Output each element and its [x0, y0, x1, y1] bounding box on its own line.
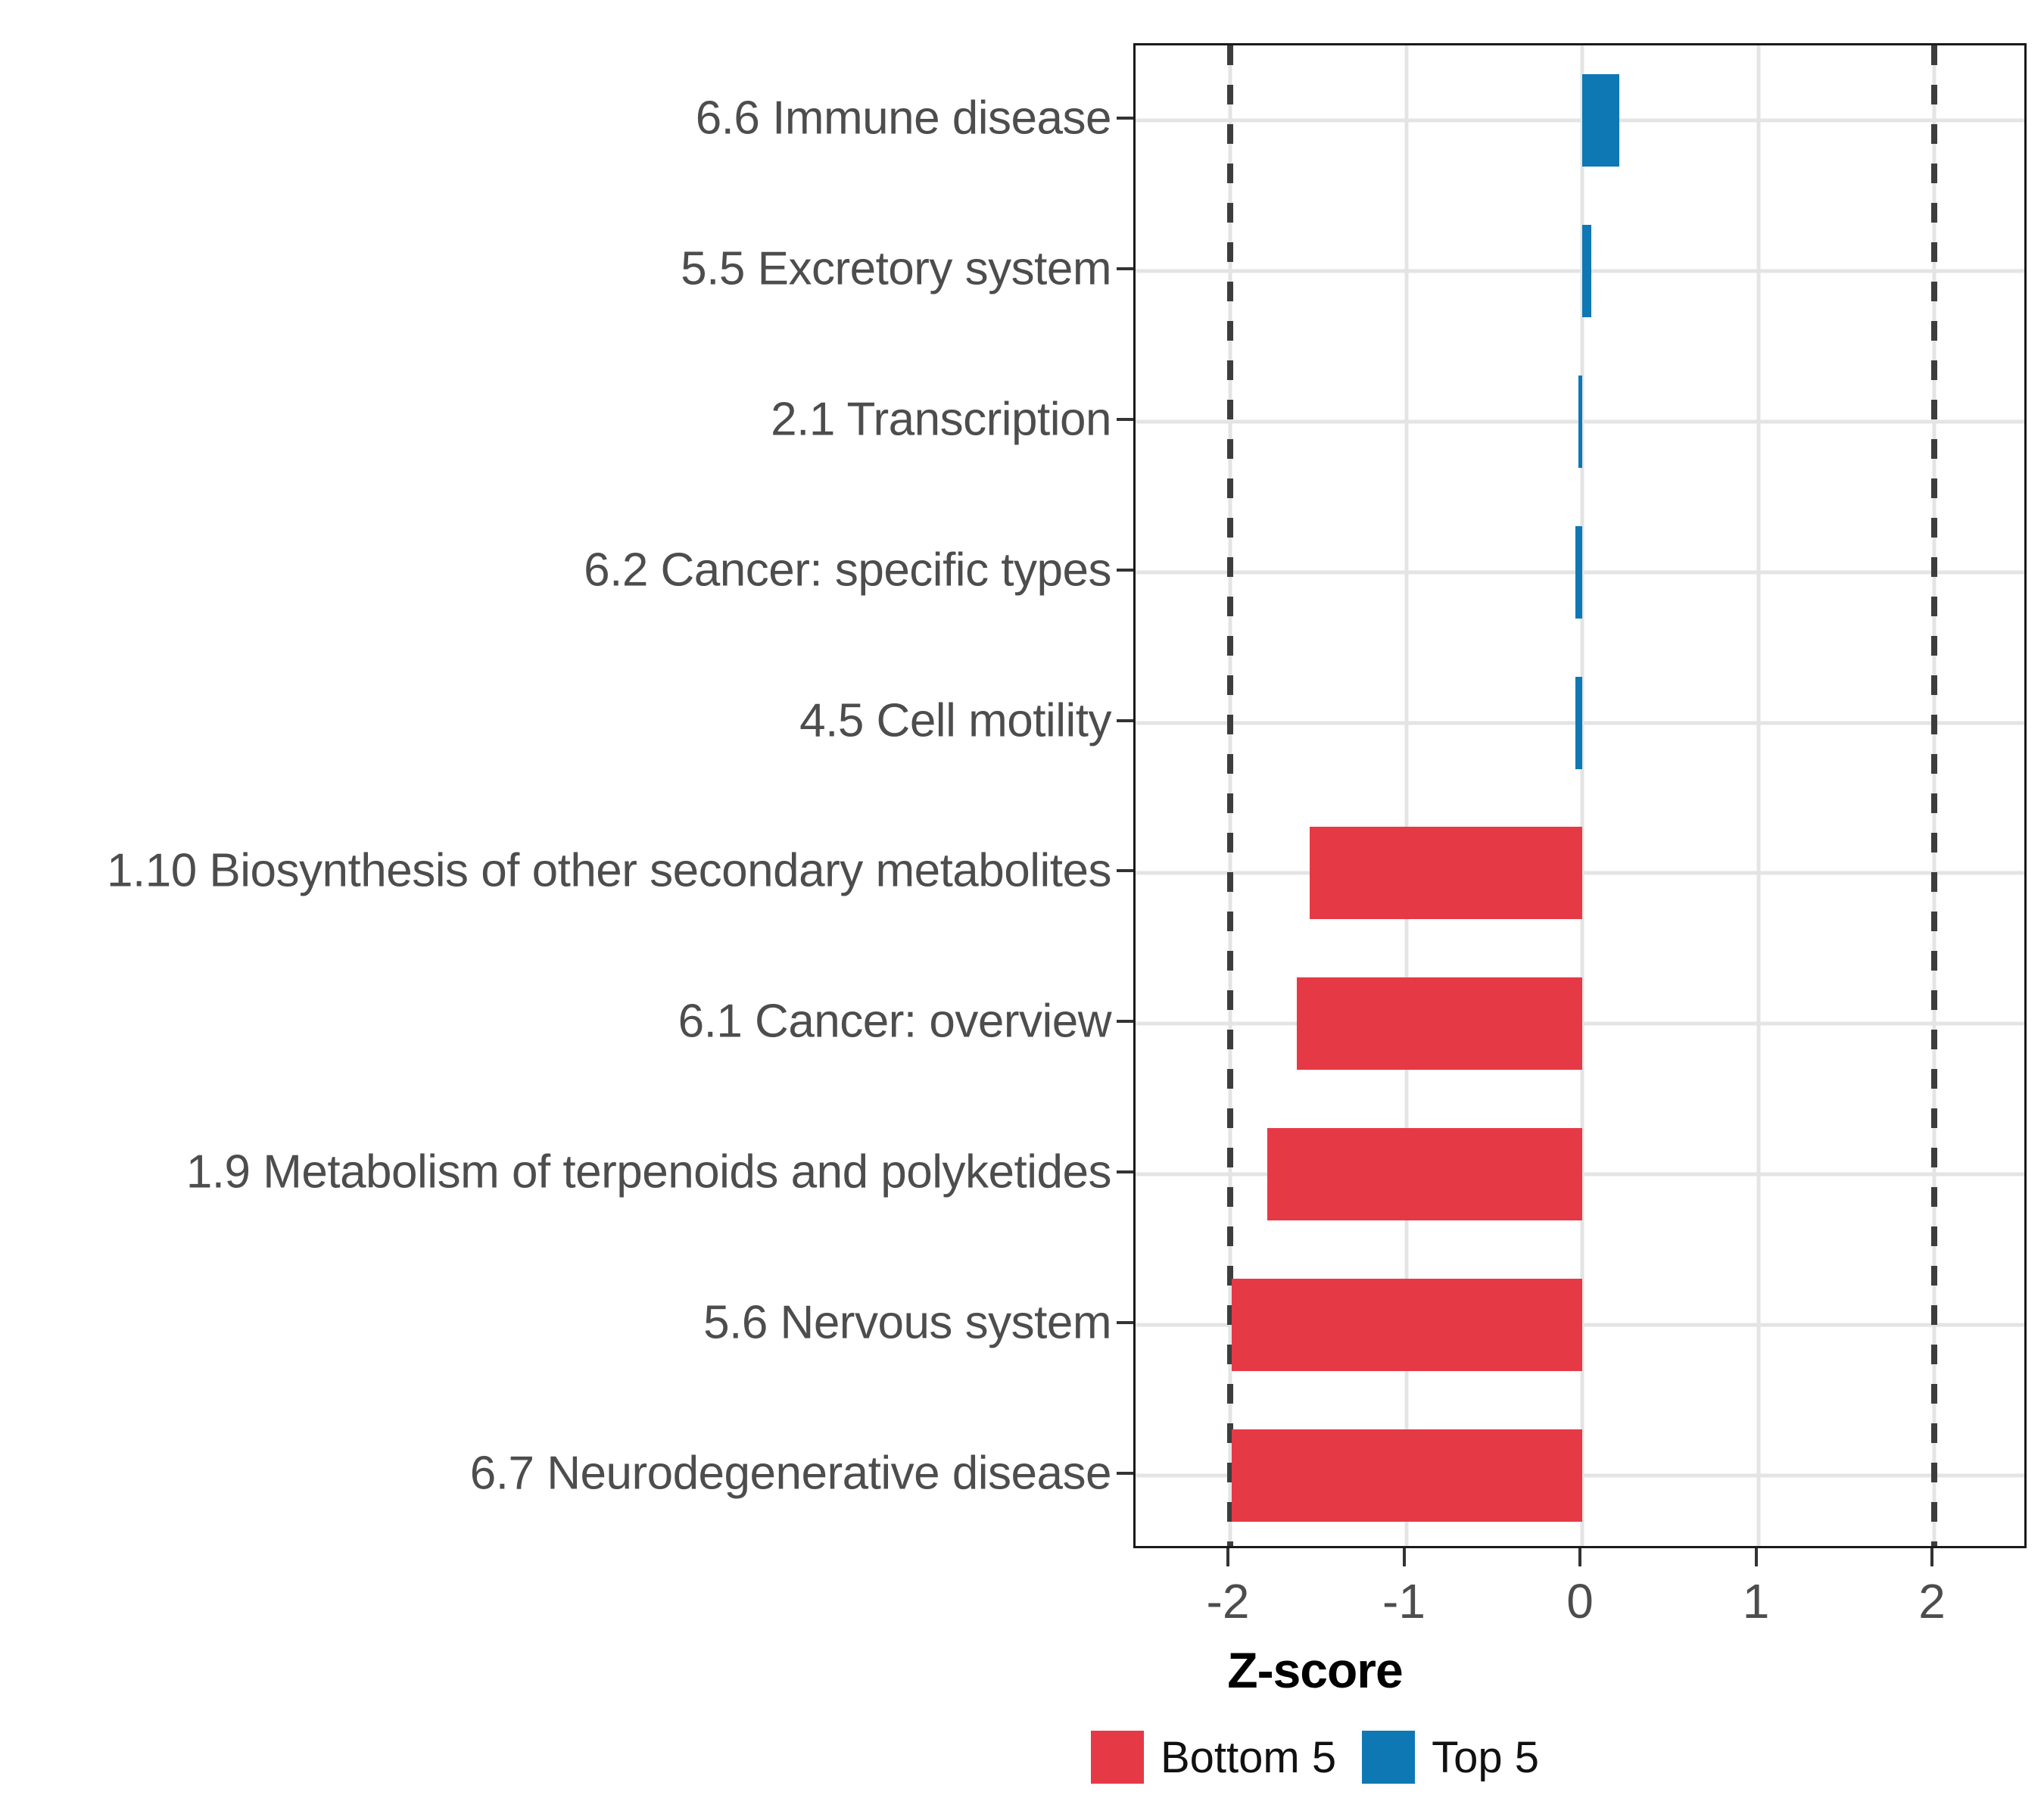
x-axis-tick-label: 0 [1566, 1574, 1594, 1628]
x-axis-title: Z-score [0, 1641, 2044, 1699]
y-axis-label: 1.9 Metabolism of terpenoids and polyket… [185, 1145, 1112, 1198]
y-axis-tick [1117, 418, 1133, 421]
x-axis-tick-label: 2 [1918, 1574, 1946, 1628]
y-axis-tick [1117, 1020, 1133, 1024]
y-axis-tick [1117, 568, 1133, 572]
x-axis-tick [1930, 1548, 1933, 1566]
gridline-horizontal [1136, 118, 2024, 123]
y-axis-tick [1117, 117, 1133, 120]
bar [1578, 376, 1582, 468]
y-axis-label: 2.1 Transcription [771, 393, 1111, 446]
gridline-vertical [1580, 45, 1584, 1546]
legend-swatch-icon [1362, 1731, 1416, 1784]
bar [1309, 827, 1582, 920]
x-axis-tick [1226, 1548, 1229, 1566]
bar [1575, 676, 1582, 769]
x-axis-tick-label: -1 [1382, 1574, 1426, 1628]
x-axis-tick [1402, 1548, 1406, 1566]
y-axis-label: 6.6 Immune disease [695, 92, 1112, 145]
gridline-vertical [1756, 45, 1760, 1546]
legend: Bottom 5 Top 5 [0, 1731, 2044, 1784]
y-axis-tick [1117, 267, 1133, 271]
y-axis-tick [1117, 1170, 1133, 1173]
legend-item[interactable]: Top 5 [1362, 1731, 1539, 1784]
gridline-horizontal [1136, 269, 2024, 273]
bar [1232, 1278, 1582, 1371]
bar [1267, 1128, 1582, 1220]
y-axis-label: 1.10 Biosynthesis of other secondary met… [107, 844, 1111, 897]
x-axis-tick-label: -2 [1206, 1574, 1250, 1628]
bar [1582, 225, 1591, 318]
y-axis-label: 5.5 Excretory system [681, 242, 1111, 295]
x-axis-tick-label: 1 [1742, 1574, 1770, 1628]
y-axis-tick [1117, 1320, 1133, 1324]
y-axis-tick [1117, 718, 1133, 722]
legend-swatch-icon [1090, 1731, 1144, 1784]
y-axis-tick [1117, 1471, 1133, 1475]
y-axis-label: 4.5 Cell motility [799, 694, 1111, 747]
bar [1575, 525, 1582, 619]
bar [1297, 977, 1582, 1071]
bar [1582, 74, 1619, 167]
x-axis-tick [1578, 1548, 1581, 1566]
x-axis-title-text: Z-score [1227, 1642, 1403, 1698]
y-axis-label: 6.7 Neurodegenerative disease [469, 1447, 1112, 1500]
y-axis-label: 6.1 Cancer: overview [678, 995, 1112, 1048]
bar [1232, 1429, 1582, 1522]
legend-inner: Bottom 5 Top 5 [1090, 1731, 1539, 1784]
gridline-vertical [1404, 45, 1408, 1546]
reference-line [1931, 45, 1937, 1546]
legend-label: Bottom 5 [1160, 1732, 1337, 1782]
x-axis-tick [1754, 1548, 1758, 1566]
legend-item[interactable]: Bottom 5 [1090, 1731, 1337, 1784]
y-axis-label: 5.6 Nervous system [703, 1296, 1111, 1349]
reference-line [1227, 45, 1233, 1546]
plot-panel [1133, 43, 2027, 1548]
y-axis-tick [1117, 869, 1133, 873]
y-axis-label: 6.2 Cancer: specific types [584, 544, 1111, 597]
legend-label: Top 5 [1432, 1732, 1539, 1782]
